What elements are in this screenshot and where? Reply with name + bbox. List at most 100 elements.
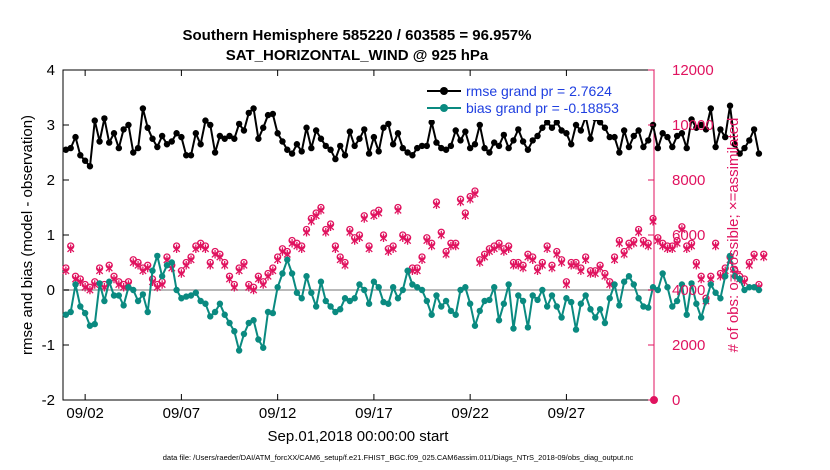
y-axis-label-left: rmse and bias (model - observation) [19, 115, 36, 355]
rmse-point [457, 137, 464, 144]
bias-point [327, 303, 334, 310]
bias-point [423, 297, 431, 305]
rmse-point [481, 144, 488, 152]
rmse-point [452, 127, 459, 134]
bias-point [385, 300, 392, 307]
rmse-point [539, 124, 546, 131]
obs-assimilated-point [673, 239, 681, 248]
bias-point [101, 297, 108, 305]
obs-assimilated-point [278, 247, 287, 256]
obs-assimilated-point [442, 250, 450, 259]
bias-point [154, 252, 161, 260]
rmse-point [361, 126, 368, 133]
bias-point [491, 284, 498, 291]
rmse-point [293, 141, 301, 148]
obs-assimilated-point [456, 197, 465, 207]
rmse-point [447, 142, 455, 150]
x-tick-label: 09/17 [355, 405, 393, 422]
obs-assimilated-point [302, 228, 311, 237]
obs-assimilated-point [606, 280, 614, 289]
bias-point [620, 278, 628, 285]
rmse-point [211, 149, 219, 156]
obs-assimilated-point [230, 283, 238, 292]
rmse-point [519, 138, 527, 145]
rmse-point [192, 130, 200, 137]
bias-point [428, 311, 435, 318]
rmse-point [558, 127, 565, 134]
bias-point [235, 347, 243, 354]
rmse-point [750, 126, 758, 133]
y-left-tick-label: -1 [42, 337, 55, 354]
obs-assimilated-point [225, 274, 234, 284]
bias-point [418, 286, 426, 294]
rmse-point [279, 138, 286, 145]
rmse-point [596, 119, 604, 126]
rmse-point [163, 141, 171, 148]
bias-point [120, 302, 127, 309]
rmse-point [288, 150, 296, 157]
bias-point [269, 309, 277, 317]
rmse-point [462, 128, 469, 135]
obs-assimilated-point [452, 241, 460, 251]
x-tick-label: 09/22 [451, 405, 489, 422]
bias-point [746, 284, 753, 291]
bias-point [726, 252, 734, 260]
bias-point [539, 286, 546, 294]
bias-point [447, 307, 455, 315]
obs-assimilated-point [360, 214, 368, 223]
y-right-tick-label: 12000 [672, 62, 714, 79]
bias-point [481, 297, 488, 305]
bias-point [466, 300, 474, 307]
rmse-point [731, 141, 739, 148]
rmse-point [630, 132, 637, 140]
bias-point [168, 259, 175, 266]
rmse-point [139, 105, 147, 112]
obs-assimilated-point [582, 255, 590, 264]
bias-point [67, 308, 74, 316]
obs-assimilated-point [245, 283, 253, 292]
rmse-point [409, 152, 416, 159]
bias-point [601, 319, 609, 327]
y-left-tick-label: 0 [47, 282, 55, 299]
obs-assimilated-point [553, 250, 561, 259]
bias-point [688, 280, 695, 287]
rmse-point [433, 139, 440, 146]
rmse-point [120, 126, 127, 133]
rmse-point [428, 119, 435, 126]
rmse-point [683, 144, 690, 152]
rmse-point [529, 137, 536, 144]
y-left-tick-label: -2 [42, 392, 55, 409]
bias-point [192, 289, 200, 296]
rmse-point [365, 150, 373, 157]
bias-point [505, 281, 512, 288]
rmse-point [635, 127, 642, 134]
bias-point [370, 278, 378, 285]
obs-assimilated-point [485, 247, 494, 256]
obs-assimilated-point [211, 250, 219, 259]
rmse-point [385, 120, 392, 128]
bias-point [755, 286, 763, 294]
obs-assimilated-point [630, 239, 638, 248]
rmse-point [274, 130, 281, 137]
bias-point [245, 319, 252, 327]
bias-point [375, 284, 382, 291]
rmse-point [394, 130, 402, 137]
bias-point [96, 280, 103, 287]
rmse-point [736, 150, 743, 157]
rmse-point [149, 135, 156, 142]
obs-assimilated-point [187, 255, 195, 264]
bias-point [669, 303, 676, 310]
rmse-point [423, 142, 431, 150]
rmse-point [81, 157, 89, 164]
x-tick-label: 09/07 [163, 405, 201, 422]
obs-assimilated-point [548, 263, 556, 273]
obs-assimilated-point [115, 280, 123, 289]
bias-point [712, 289, 719, 296]
bias-point [606, 295, 613, 302]
obs-assimilated-point [437, 230, 445, 240]
rmse-point [264, 111, 272, 119]
obs-assimilated-point [196, 241, 205, 251]
obs-assimilated-point [543, 244, 551, 253]
rmse-point [620, 127, 628, 134]
rmse-point [616, 149, 623, 156]
